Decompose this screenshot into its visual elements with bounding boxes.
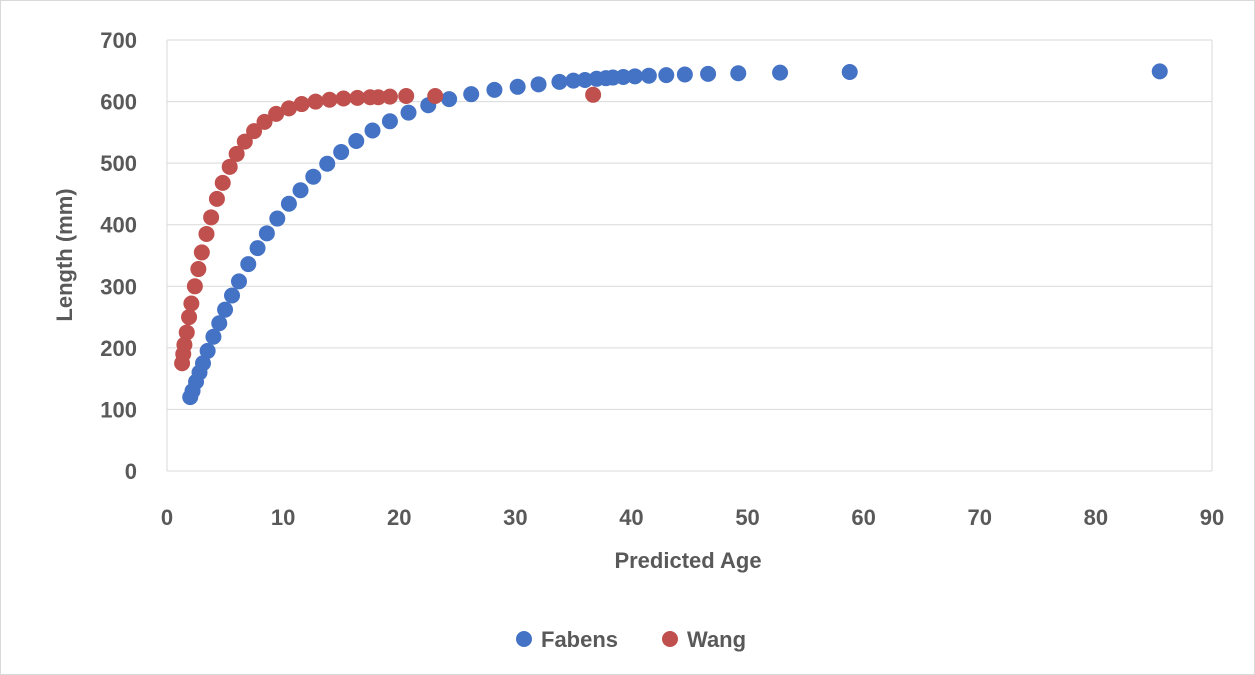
data-point-wang	[186, 278, 203, 295]
data-point-wang	[256, 113, 273, 130]
data-point-wang	[236, 133, 253, 150]
x-tick-label: 40	[619, 505, 643, 530]
data-point-fabens	[348, 132, 365, 149]
x-tick-label: 80	[1084, 505, 1108, 530]
data-point-fabens	[841, 64, 858, 81]
gridlines	[167, 39, 1212, 472]
data-point-wang	[228, 145, 245, 162]
y-axis-title: Length (mm)	[52, 188, 77, 321]
y-tick-label: 300	[100, 274, 137, 299]
data-point-wang	[427, 88, 444, 105]
data-point-wang	[190, 261, 207, 278]
data-point-wang	[370, 89, 387, 106]
data-point-fabens	[333, 144, 350, 161]
y-tick-label: 200	[100, 336, 137, 361]
data-point-fabens	[224, 287, 241, 304]
data-point-fabens	[194, 355, 211, 372]
data-point-fabens	[551, 73, 568, 90]
data-point-wang	[335, 90, 352, 107]
data-point-fabens	[230, 273, 247, 290]
legend-marker-wang	[662, 631, 678, 647]
data-point-fabens	[364, 122, 381, 139]
data-point-fabens	[205, 328, 222, 345]
x-tick-label: 10	[271, 505, 295, 530]
data-point-fabens	[530, 76, 547, 93]
data-point-wang	[176, 336, 193, 353]
data-point-fabens	[269, 210, 286, 227]
data-point-wang	[193, 244, 210, 261]
data-point-fabens	[486, 81, 503, 98]
data-point-wang	[280, 100, 297, 117]
data-point-fabens	[292, 182, 309, 199]
series-fabens	[182, 63, 1168, 406]
x-tick-label: 0	[161, 505, 173, 530]
legend-label-wang: Wang	[687, 627, 746, 652]
data-point-fabens	[249, 240, 266, 257]
x-tick-label: 70	[968, 505, 992, 530]
data-point-fabens	[772, 64, 789, 81]
x-tick-label: 90	[1200, 505, 1224, 530]
data-point-wang	[293, 96, 310, 113]
data-point-fabens	[441, 91, 458, 108]
y-tick-label: 100	[100, 397, 137, 422]
data-point-fabens	[676, 66, 693, 83]
data-point-fabens	[700, 65, 717, 82]
data-series	[174, 63, 1168, 406]
data-point-wang	[203, 209, 220, 226]
data-point-fabens	[1151, 63, 1168, 80]
data-point-wang	[198, 225, 215, 242]
data-point-fabens	[211, 315, 228, 332]
data-point-fabens	[381, 113, 398, 130]
data-point-wang	[208, 190, 225, 207]
data-point-fabens	[199, 342, 216, 359]
x-tick-label: 30	[503, 505, 527, 530]
data-point-wang	[181, 309, 198, 326]
data-point-fabens	[258, 225, 275, 242]
data-point-wang	[178, 324, 195, 341]
data-point-fabens	[240, 256, 257, 273]
x-tick-label: 20	[387, 505, 411, 530]
data-point-wang	[183, 295, 200, 312]
y-tick-label: 0	[125, 459, 137, 484]
legend: Fabens Wang	[516, 627, 746, 652]
data-point-wang	[307, 93, 324, 110]
data-point-fabens	[577, 72, 593, 89]
y-tick-label: 700	[100, 28, 137, 53]
data-point-fabens	[658, 67, 675, 84]
data-point-fabens	[730, 65, 747, 82]
tick-labels: 0 100 200 300 400 500 600 700 0 10 20 30 40 50 60 70 80 9…	[100, 28, 1224, 530]
data-point-wang	[398, 88, 415, 105]
data-point-fabens	[463, 86, 480, 103]
axes	[166, 40, 1213, 471]
data-point-wang	[349, 89, 366, 106]
data-point-fabens	[640, 67, 657, 84]
data-point-wang	[214, 174, 231, 191]
data-point-fabens	[319, 155, 336, 172]
data-point-wang	[585, 86, 602, 103]
x-axis-title: Predicted Age	[614, 548, 761, 573]
data-point-wang	[268, 105, 285, 122]
data-point-fabens	[615, 68, 632, 85]
y-tick-label: 400	[100, 213, 137, 238]
data-point-wang	[246, 123, 263, 140]
legend-label-fabens: Fabens	[541, 627, 618, 652]
data-point-fabens	[626, 68, 643, 85]
legend-marker-fabens	[516, 631, 532, 647]
y-tick-label: 500	[100, 151, 137, 176]
data-point-wang	[221, 158, 238, 175]
y-tick-label: 600	[100, 90, 137, 115]
series-wang	[174, 86, 602, 372]
data-point-wang	[321, 91, 338, 108]
data-point-fabens	[400, 104, 417, 121]
data-point-wang	[381, 88, 398, 105]
data-point-fabens	[509, 78, 526, 95]
x-tick-label: 50	[735, 505, 759, 530]
data-point-fabens	[305, 168, 322, 185]
x-tick-label: 60	[851, 505, 875, 530]
data-point-fabens	[565, 72, 582, 89]
data-point-fabens	[217, 301, 234, 318]
data-point-fabens	[280, 195, 297, 212]
